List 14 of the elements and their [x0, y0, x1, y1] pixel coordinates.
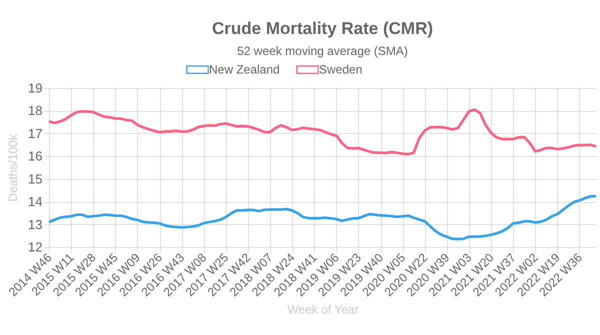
- chart-subtitle: 52 week moving average (SMA): [237, 44, 408, 58]
- line-series: [48, 194, 598, 240]
- chart-title: Crude Mortality Rate (CMR): [212, 19, 434, 38]
- y-tick-label: 16: [28, 148, 42, 164]
- y-tick-label: 13: [28, 216, 42, 232]
- y-tick-label: 18: [28, 103, 42, 118]
- legend-label: New Zealand: [209, 62, 280, 77]
- line-series: [48, 108, 598, 156]
- y-tick-label: 12: [28, 240, 42, 254]
- y-tick-label: 17: [28, 126, 42, 141]
- y-tick-label: 14: [28, 194, 42, 210]
- y-tick-label: 19: [28, 80, 42, 96]
- y-tick-label: 15: [28, 171, 42, 186]
- legend-label: Sweden: [319, 62, 362, 77]
